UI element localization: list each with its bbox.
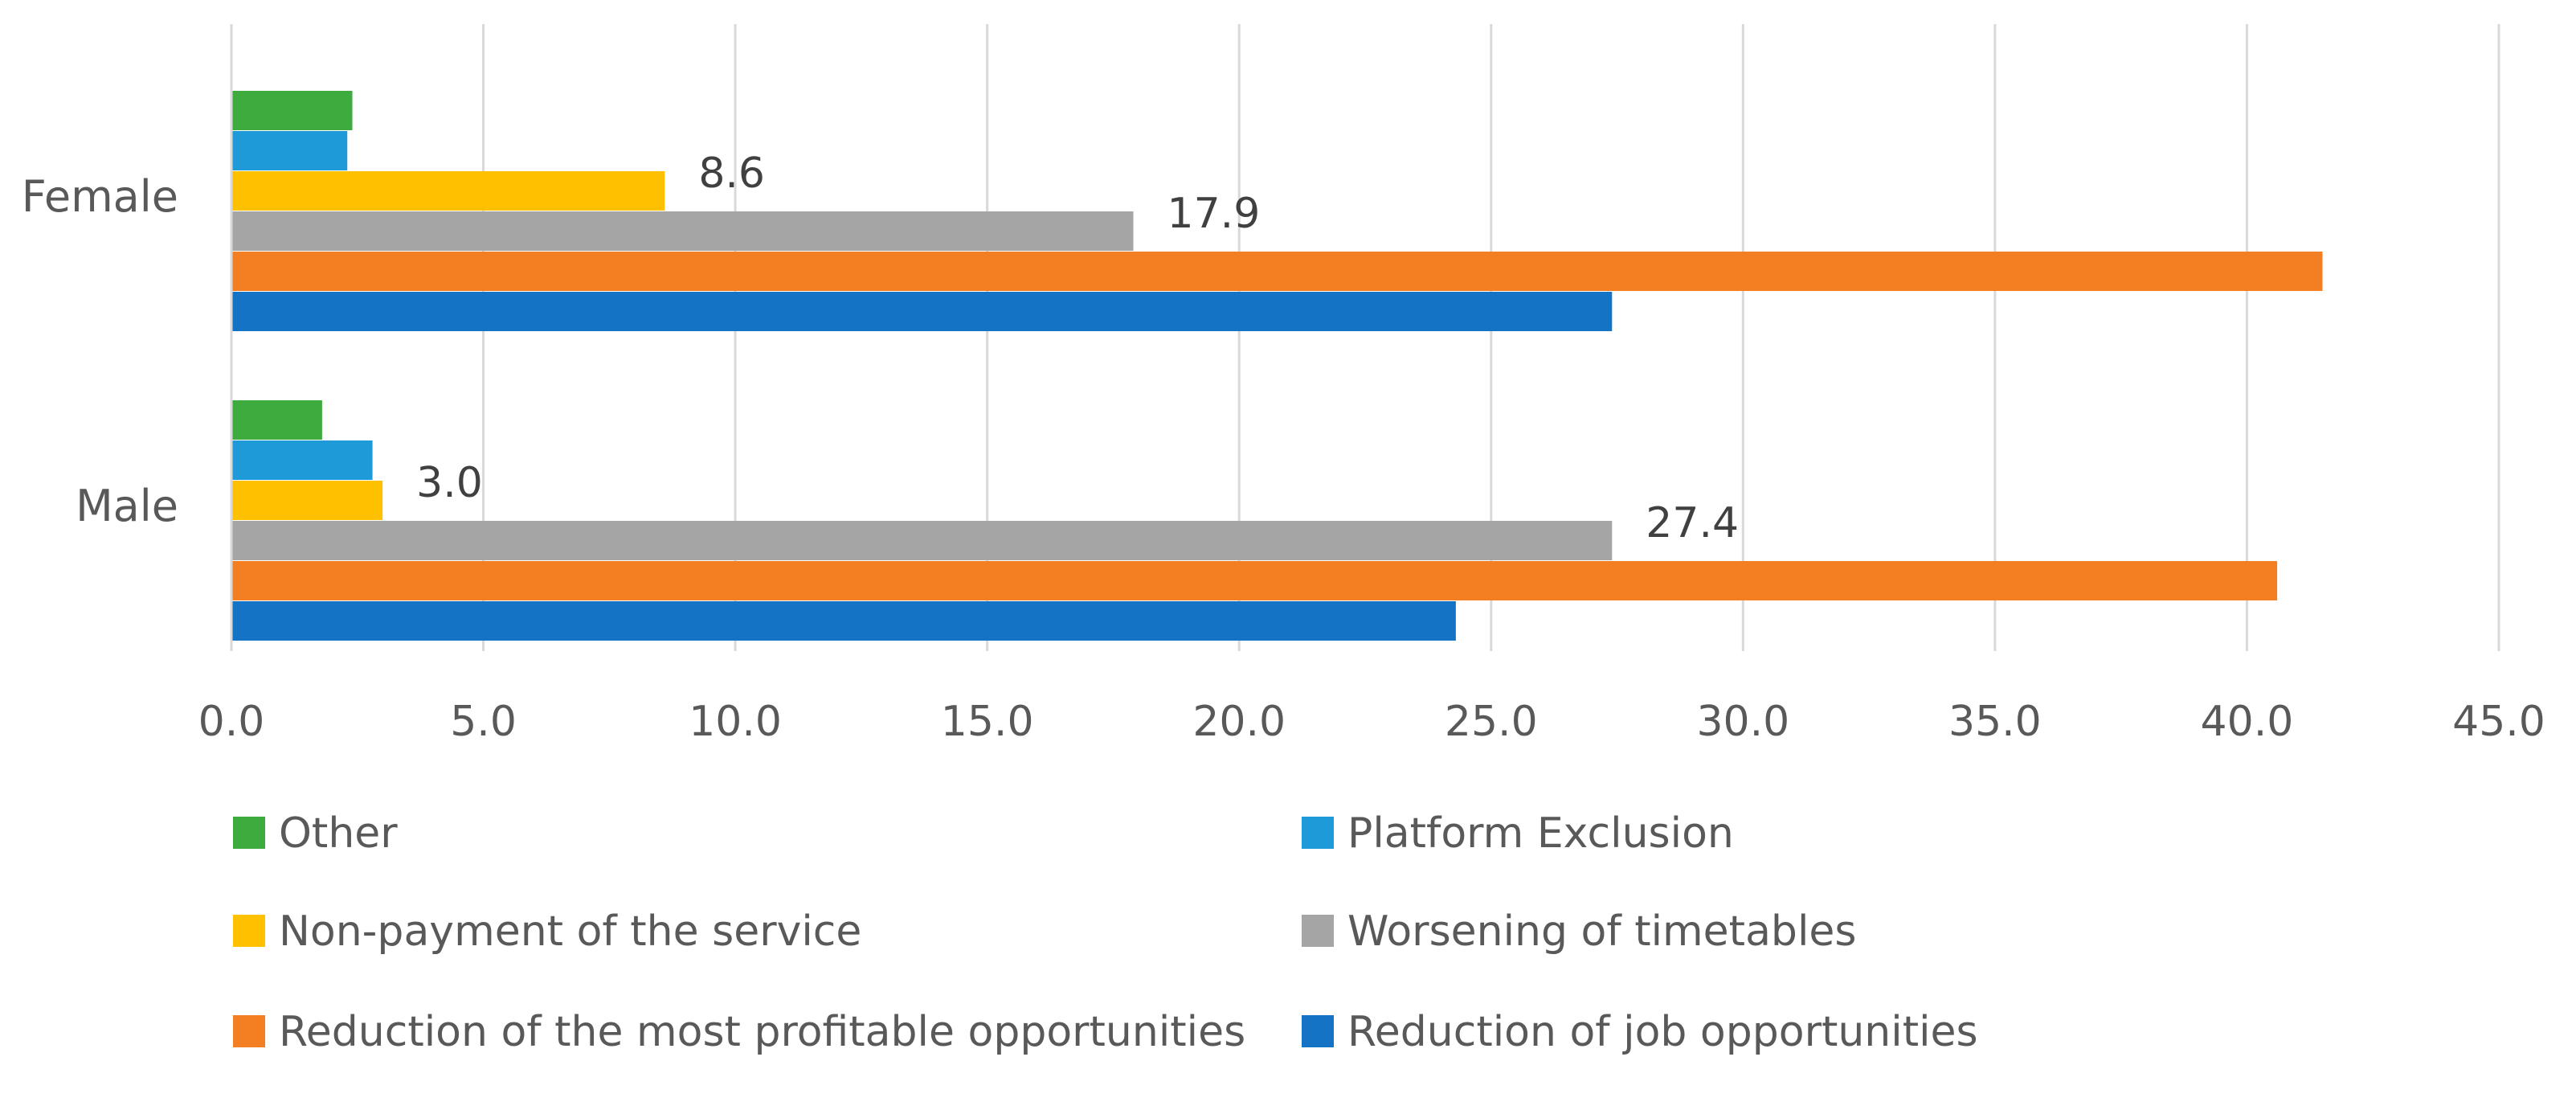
bar xyxy=(231,292,1613,331)
bar xyxy=(231,171,665,211)
legend-label: Worsening of timetables xyxy=(1347,907,1856,956)
category-label: Male xyxy=(76,481,178,531)
data-label: 3.0 xyxy=(416,459,483,507)
x-tick-label: 25.0 xyxy=(1445,698,1538,746)
data-label: 27.4 xyxy=(1646,499,1739,547)
bar xyxy=(231,521,1613,560)
bar xyxy=(231,91,353,130)
x-tick-label: 20.0 xyxy=(1192,698,1286,746)
bar xyxy=(231,131,348,170)
grid-lines xyxy=(482,24,2500,651)
x-tick-label: 45.0 xyxy=(2452,698,2545,746)
data-labels: 8.6 17.9 3.0 27.4 xyxy=(416,150,1739,547)
legend-label: Platform Exclusion xyxy=(1347,809,1734,858)
data-label: 17.9 xyxy=(1167,190,1261,238)
bar xyxy=(231,481,383,520)
legend-swatch xyxy=(233,817,265,849)
x-tick-label: 15.0 xyxy=(941,698,1034,746)
x-tick-label: 30.0 xyxy=(1696,698,1789,746)
legend-swatch xyxy=(1302,1015,1334,1047)
bar xyxy=(231,601,1456,641)
legend-swatch xyxy=(233,1015,265,1047)
legend-swatch xyxy=(1302,817,1334,849)
x-tick-label: 40.0 xyxy=(2201,698,2294,746)
x-tick-label: 5.0 xyxy=(450,698,517,746)
bar xyxy=(231,561,2278,600)
bar xyxy=(231,400,322,440)
legend-swatch xyxy=(1302,915,1334,947)
legend-label: Other xyxy=(279,809,398,858)
x-tick-label: 10.0 xyxy=(689,698,782,746)
x-tick-label: 0.0 xyxy=(198,698,265,746)
bar xyxy=(231,252,2323,291)
data-label: 8.6 xyxy=(698,150,765,198)
x-tick-label: 35.0 xyxy=(1948,698,2042,746)
bar xyxy=(231,440,373,480)
bars xyxy=(231,91,2323,641)
legend-swatch xyxy=(233,915,265,947)
axes: 0.0 5.0 10.0 15.0 20.0 25.0 30.0 35.0 40.0 45.0 Fe… xyxy=(22,24,2545,746)
legend-label: Reduction of job opportunities xyxy=(1347,1008,1978,1056)
legend-label: Non-payment of the service xyxy=(279,907,861,956)
legend-label: Reduction of the most profitable opportu… xyxy=(279,1008,1245,1056)
category-label: Female xyxy=(22,171,178,222)
legend: Other Platform Exclusion Non-payment of th… xyxy=(233,809,1978,1056)
bar xyxy=(231,211,1134,251)
